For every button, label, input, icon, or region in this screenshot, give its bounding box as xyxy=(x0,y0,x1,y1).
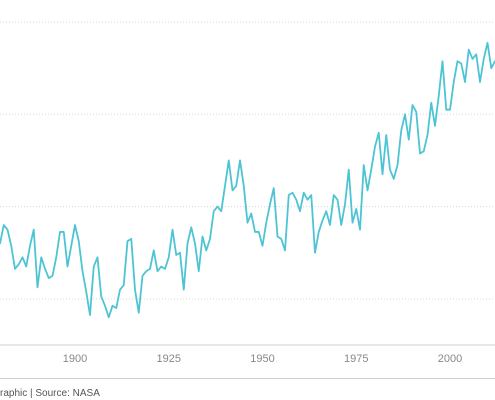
source-credit: raphic | Source: NASA xyxy=(0,388,100,399)
x-axis-tick-labels: 1900 1925 1950 1975 2000 xyxy=(63,353,462,365)
x-tick-label: 1900 xyxy=(63,353,87,365)
footer-divider xyxy=(0,378,495,379)
x-tick-label: 1925 xyxy=(157,353,181,365)
series-line xyxy=(0,41,495,319)
x-tick-label: 1950 xyxy=(250,353,274,365)
y-gridlines xyxy=(0,21,495,346)
x-tick-label: 2000 xyxy=(438,353,462,365)
x-tick-label: 1975 xyxy=(344,353,368,365)
